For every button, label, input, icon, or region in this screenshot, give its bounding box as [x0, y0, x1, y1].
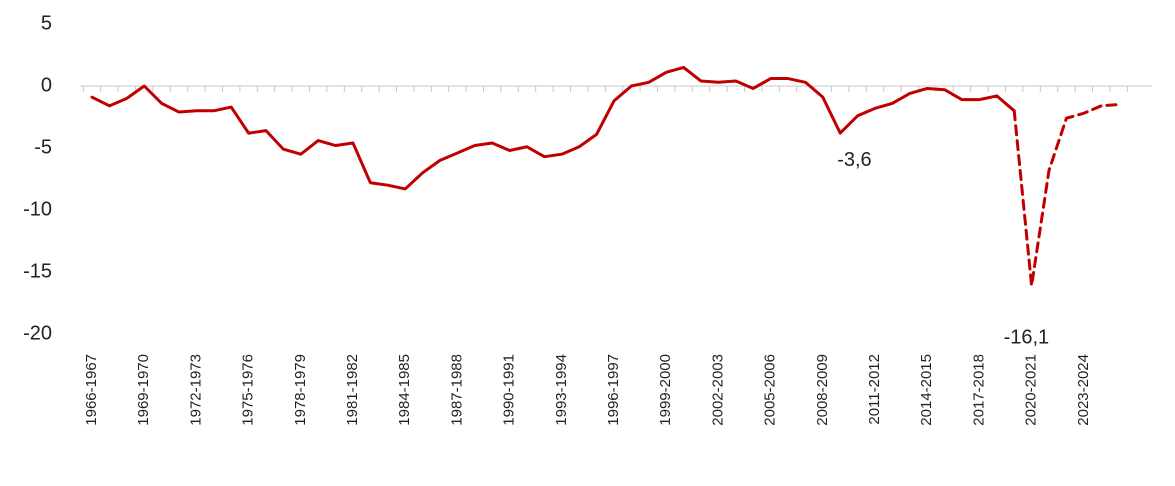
y-tick-label: 0	[41, 74, 52, 96]
y-tick-label: -15	[23, 260, 52, 282]
series-line-forecast	[1012, 103, 1121, 288]
x-tick-label: 1981-1982	[344, 354, 361, 426]
x-tick-label: 1978-1979	[292, 354, 309, 426]
x-tick-label: 1984-1985	[396, 354, 413, 426]
x-tick-label: 1969-1970	[135, 354, 152, 426]
x-tick-label: 2008-2009	[814, 354, 831, 426]
annotation-label: -3,6	[837, 149, 871, 171]
x-tick-label: 1987-1988	[448, 354, 465, 426]
x-tick-label: 2023-2024	[1075, 354, 1092, 426]
annotation-label: -16,1	[1004, 327, 1050, 349]
x-tick-label: 1975-1976	[240, 354, 257, 426]
x-tick-label: 1993-1994	[553, 354, 570, 426]
x-tick-label: 1990-1991	[501, 354, 518, 426]
x-tick-label: 2002-2003	[709, 354, 726, 426]
annotations: -3,6 -16,1	[837, 149, 1049, 349]
y-tick-label: -20	[23, 322, 52, 344]
x-tick-label: 1999-2000	[657, 354, 674, 426]
x-tick-label: 2011-2012	[866, 354, 883, 425]
x-axis-ticks	[82, 86, 1128, 92]
y-axis-labels: 5 0 -5 -10 -15 -20	[23, 12, 52, 344]
x-tick-label: 1996-1997	[605, 354, 622, 426]
x-tick-label: 2005-2006	[762, 354, 779, 426]
x-axis-labels: 1966-1967 1969-1970 1972-1973 1975-1976 1978…	[83, 354, 1092, 426]
x-tick-label: 2017-2018	[970, 354, 987, 426]
x-tick-label: 2020-2021	[1023, 354, 1040, 426]
x-tick-label: 1966-1967	[83, 354, 100, 426]
y-tick-label: -5	[34, 136, 52, 158]
series-line-actual	[90, 65, 1016, 191]
x-tick-label: 2014-2015	[918, 354, 935, 426]
x-tick-label: 1972-1973	[187, 354, 204, 426]
y-tick-label: -10	[23, 198, 52, 220]
y-tick-label: 5	[41, 12, 52, 34]
